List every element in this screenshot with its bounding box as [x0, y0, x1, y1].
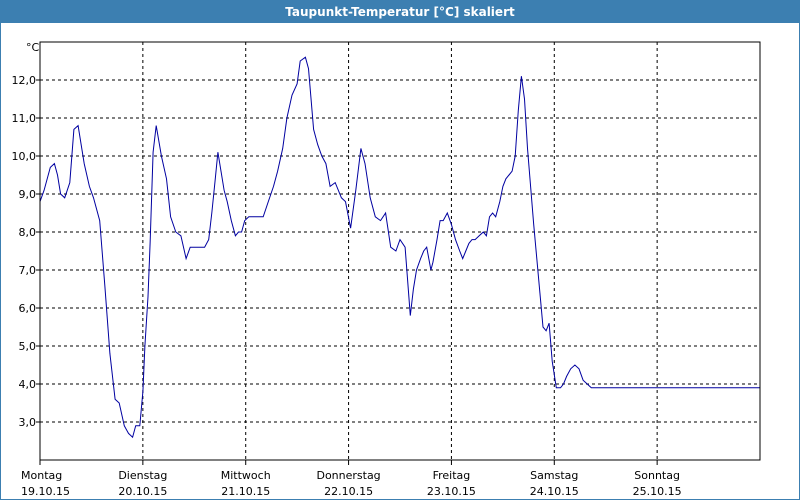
x-tick-label-date: 21.10.15 — [221, 485, 270, 498]
y-tick-label: 8,0 — [19, 226, 37, 239]
y-axis-unit-label: °C — [26, 41, 40, 54]
y-tick-label: 7,0 — [19, 264, 37, 277]
x-tick-label-date: 24.10.15 — [530, 485, 579, 498]
x-tick-label-day: Freitag — [433, 469, 471, 482]
grid — [40, 42, 760, 460]
y-axis-ticks: 3,0 4,0 5,0 6,0 7,0 8,0 9,0 10,0 11,0 12,0 — [12, 74, 40, 429]
y-tick-label: 3,0 — [19, 416, 37, 429]
x-tick-label-date: 20.10.15 — [118, 485, 167, 498]
x-tick-label-date: 19.10.15 — [21, 485, 70, 498]
x-tick-label-date: 22.10.15 — [324, 485, 373, 498]
x-tick-label-day: Dienstag — [118, 469, 167, 482]
x-tick-label-day: Donnerstag — [316, 469, 380, 482]
x-tick-label-day: Mittwoch — [221, 469, 271, 482]
x-tick-label-date: 23.10.15 — [427, 485, 476, 498]
x-axis-ticks: Montag 19.10.15 Dienstag 20.10.15 Mittwoch 21… — [21, 460, 682, 498]
x-tick-label-day: Sonntag — [634, 469, 680, 482]
y-tick-label: 9,0 — [19, 188, 37, 201]
y-tick-label: 5,0 — [19, 340, 37, 353]
x-tick-label-date: 25.10.15 — [633, 485, 682, 498]
y-tick-label: 10,0 — [12, 150, 37, 163]
x-tick-label-day: Samstag — [530, 469, 578, 482]
plot-border — [39, 41, 761, 461]
title-bar: Taupunkt-Temperatur [°C] skaliert — [1, 1, 799, 23]
chart-title: Taupunkt-Temperatur [°C] skaliert — [285, 5, 515, 19]
y-tick-label: 4,0 — [19, 378, 37, 391]
x-tick-label-day: Montag — [21, 469, 62, 482]
y-tick-label: 11,0 — [12, 112, 37, 125]
y-tick-label: 12,0 — [12, 74, 37, 87]
dewpoint-series-line — [39, 56, 760, 439]
y-tick-label: 6,0 — [19, 302, 37, 315]
